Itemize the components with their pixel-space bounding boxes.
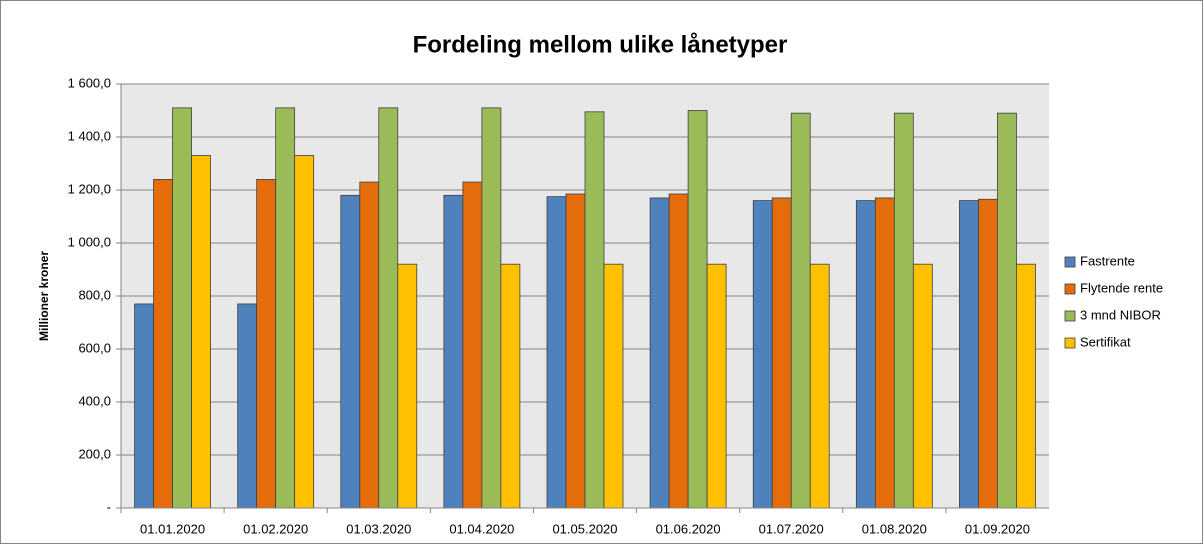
- x-tick-label: 01.07.2020: [759, 521, 824, 536]
- bar: [649, 197, 670, 509]
- bar: [443, 194, 464, 509]
- bar: [584, 111, 605, 509]
- y-tick-label: 800,0: [78, 287, 111, 302]
- bar: [153, 178, 173, 509]
- bar: [687, 110, 708, 509]
- bar: [546, 196, 567, 509]
- bar: [978, 198, 998, 509]
- y-tick-label: 1 600,0: [68, 75, 111, 90]
- bar: [359, 181, 380, 509]
- bar: [237, 303, 258, 509]
- y-axis-label: Millioner kroner: [37, 251, 51, 341]
- legend-swatch: [1064, 337, 1076, 349]
- bar: [1016, 263, 1036, 509]
- y-tick-label: 400,0: [78, 393, 111, 408]
- bar: [481, 107, 502, 509]
- bar: [256, 178, 277, 509]
- x-tick-label: 01.02.2020: [243, 521, 308, 536]
- y-tick-label: 600,0: [78, 340, 111, 355]
- x-tick-label: 01.01.2020: [140, 521, 205, 536]
- bar: [874, 197, 895, 509]
- bar: [809, 263, 830, 509]
- chart-title: Fordeling mellom ulike lånetyper: [413, 31, 788, 58]
- x-tick-label: 01.04.2020: [449, 521, 514, 536]
- x-tick-label: 01.03.2020: [346, 521, 411, 536]
- legend-swatch: [1064, 283, 1076, 295]
- legend-label: Sertifikat: [1080, 334, 1131, 349]
- bar: [134, 303, 154, 509]
- bar: [500, 263, 521, 509]
- x-tick-label: 01.06.2020: [656, 521, 721, 536]
- bar: [893, 112, 914, 509]
- bar: [912, 263, 933, 509]
- x-tick-label: 01.08.2020: [862, 521, 927, 536]
- y-tick-label: 200,0: [78, 446, 111, 461]
- y-tick-label: 1 200,0: [68, 181, 111, 196]
- bar: [997, 112, 1017, 509]
- y-tick-label: 1 400,0: [68, 128, 111, 143]
- bar: [603, 263, 624, 509]
- bar: [172, 107, 192, 509]
- legend-label: 3 mnd NIBOR: [1080, 307, 1161, 322]
- legend-label: Flytende rente: [1080, 280, 1163, 295]
- y-tick-label: 1 000,0: [68, 234, 111, 249]
- bar: [771, 197, 792, 509]
- bar: [294, 155, 315, 509]
- bar: [790, 112, 811, 509]
- x-tick-label: 01.05.2020: [552, 521, 617, 536]
- legend-label: Fastrente: [1080, 253, 1135, 268]
- x-tick-label: 01.09.2020: [965, 521, 1030, 536]
- bar: [565, 193, 586, 509]
- bar: [668, 193, 689, 509]
- bar: [959, 200, 979, 509]
- bar: [191, 155, 211, 509]
- bar: [462, 181, 483, 509]
- y-tick-label: -: [107, 499, 111, 514]
- legend-swatch: [1064, 310, 1076, 322]
- bar: [340, 194, 361, 509]
- legend-swatch: [1064, 256, 1076, 268]
- bar: [378, 107, 399, 509]
- bar: [397, 263, 418, 509]
- bar: [855, 200, 876, 509]
- bar: [752, 200, 773, 509]
- bar: [275, 107, 296, 509]
- bar: [706, 263, 727, 509]
